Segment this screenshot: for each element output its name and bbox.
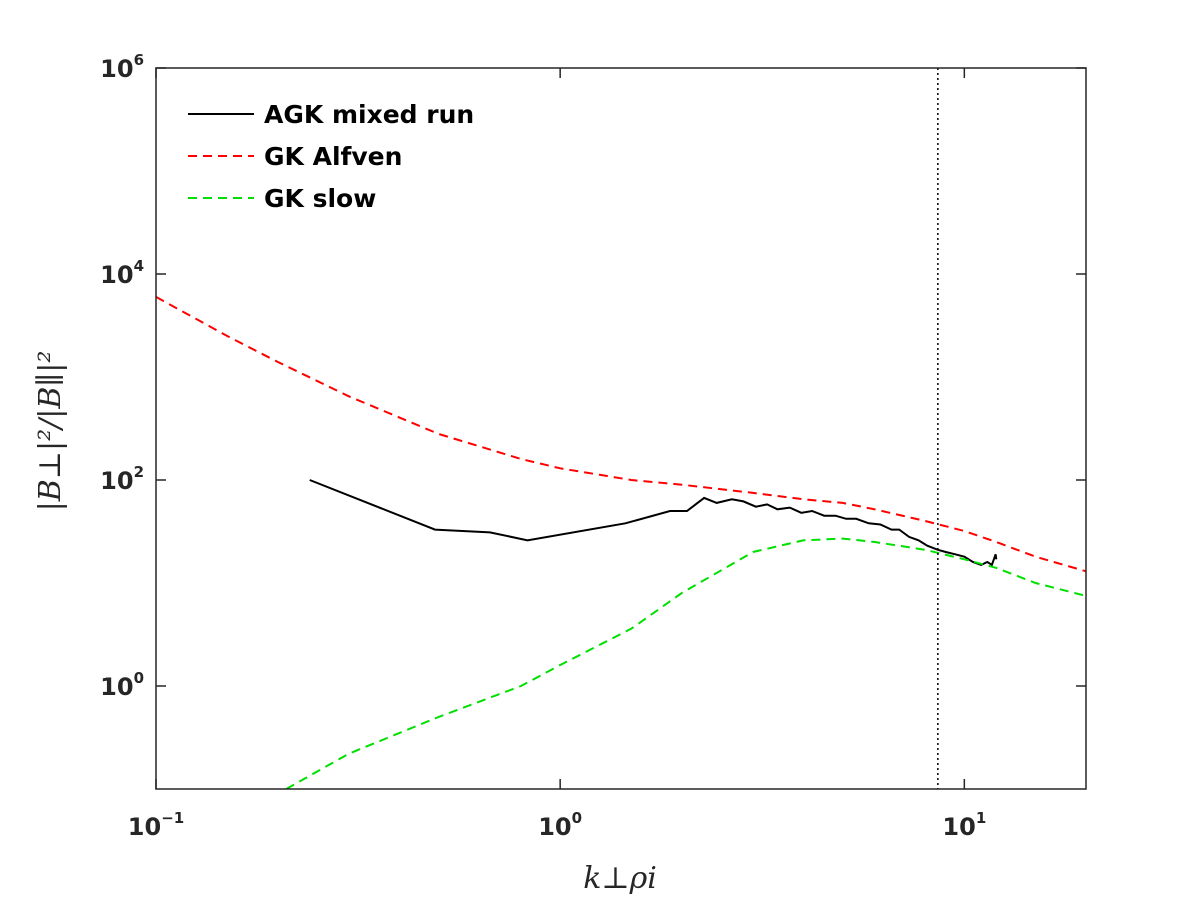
series-line-1 (309, 479, 998, 567)
y-tick-label: 106 (100, 51, 144, 83)
y-axis-label: |B⊥|²/|B∥|² (33, 351, 68, 512)
series-layer (156, 68, 1086, 789)
series-line-2 (156, 296, 1086, 573)
y-tick-label: 104 (100, 257, 144, 289)
axes (155, 67, 1087, 790)
x-tick-label: 10−1 (128, 809, 184, 841)
y-tick-label: 100 (100, 669, 144, 701)
tick-labels: 10−1 100 101 100 102 104 106 (100, 51, 986, 841)
axes-box (155, 67, 1087, 790)
x-tick-label: 100 (538, 809, 582, 841)
legend-label-3: GK slow (264, 184, 376, 213)
tick-marks (155, 67, 1086, 789)
y-tick-label: 102 (100, 463, 144, 495)
legend-label-1: AGK mixed run (264, 100, 474, 129)
x-tick-label: 101 (942, 809, 986, 841)
x-axis-label: k⊥ρi (583, 861, 657, 896)
series-line-3 (285, 537, 1086, 789)
legend-label-2: GK Alfven (264, 142, 402, 171)
legend: AGK mixed run GK Alfven GK slow (188, 100, 474, 213)
